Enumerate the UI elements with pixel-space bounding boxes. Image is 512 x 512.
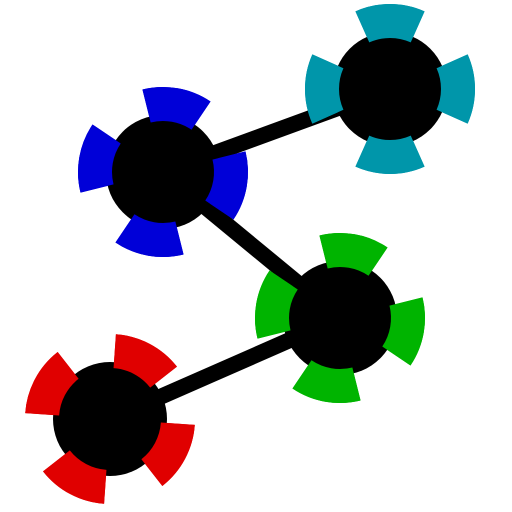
- red-node-petal-tip: [141, 422, 195, 486]
- teal-node-petal-tip: [355, 135, 425, 174]
- red-node-hub: [75, 384, 145, 454]
- teal-node-hub: [355, 54, 425, 124]
- blue-node: [78, 87, 248, 258]
- nodes-layer: [25, 4, 476, 504]
- blue-node-petal-tip: [78, 124, 121, 193]
- teal-node: [304, 4, 476, 174]
- teal-node-petal-tip: [436, 54, 476, 124]
- green-node-petal-tip: [292, 360, 361, 403]
- green-node-petal-tip: [319, 233, 388, 276]
- blue-node-petal-tip: [205, 151, 248, 220]
- blue-node-hub: [128, 137, 198, 207]
- green-node-petal-tip: [382, 297, 426, 366]
- red-node-petal-tip: [113, 334, 177, 388]
- red-node-petal-tip: [43, 450, 107, 504]
- green-node-hub: [305, 283, 375, 353]
- red-node: [25, 334, 195, 504]
- red-node-petal-tip: [25, 352, 79, 416]
- green-node-petal-tip: [255, 270, 298, 339]
- teal-node-petal-tip: [355, 4, 425, 43]
- teal-node-petal-tip: [304, 54, 344, 124]
- green-node: [255, 233, 426, 403]
- blue-node-petal-tip: [115, 214, 184, 258]
- blue-node-petal-tip: [142, 87, 211, 130]
